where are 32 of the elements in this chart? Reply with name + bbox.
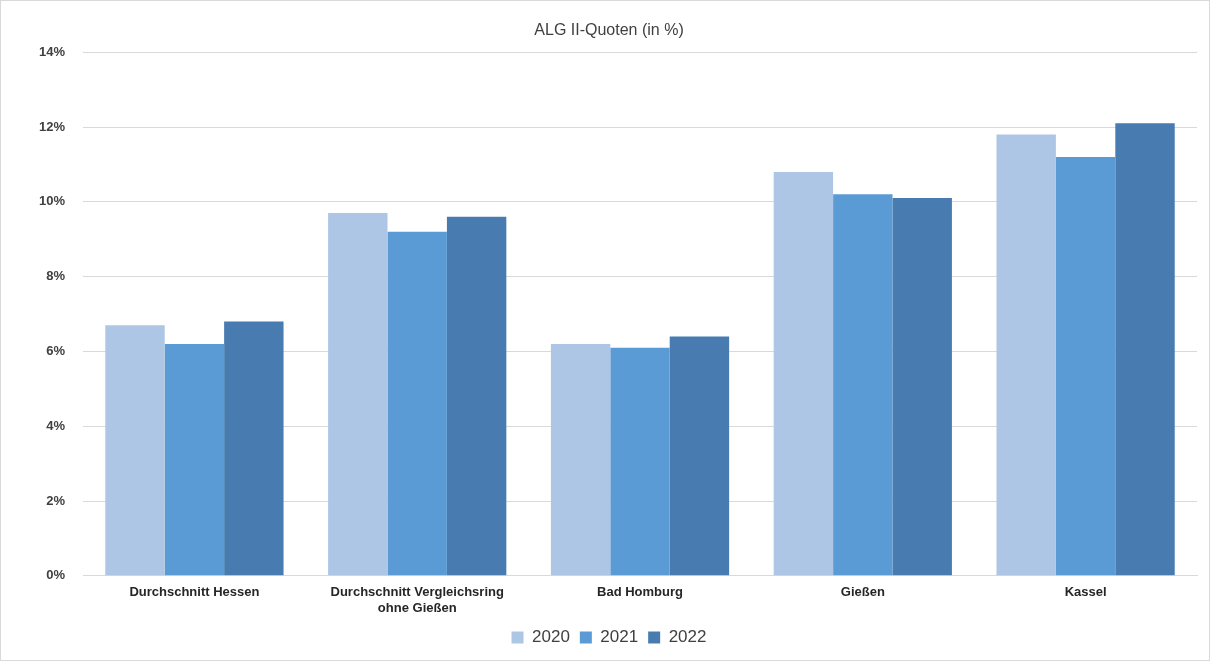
bar [1115, 123, 1175, 576]
bar [328, 213, 388, 576]
legend-label: 2021 [600, 627, 639, 647]
bar [387, 231, 447, 576]
bar [446, 216, 507, 576]
bar [164, 343, 225, 576]
bar [550, 343, 611, 576]
x-tick-label: Durchschnitt Vergleichsring ohne Gießen [330, 584, 504, 615]
y-tick-label: 0% [46, 567, 66, 583]
y-tick-label: 6% [46, 342, 66, 358]
bar [610, 347, 670, 576]
chart-title: ALG II-Quoten (in %) [534, 21, 684, 39]
bar [773, 171, 834, 576]
bar [669, 336, 730, 576]
y-tick-label: 10% [38, 193, 66, 209]
x-tick-label: Gießen [840, 584, 885, 600]
bar [1055, 156, 1116, 576]
bar [833, 194, 893, 576]
y-tick-label: 14% [38, 43, 66, 59]
x-tick-label: Kassel [1064, 584, 1107, 600]
bar [996, 134, 1056, 576]
y-tick-label: 2% [46, 492, 66, 508]
legend-label: 2020 [532, 627, 570, 647]
x-tick-label: Bad Homburg [597, 584, 684, 600]
y-tick-label: 4% [46, 417, 66, 433]
y-tick-label: 8% [46, 268, 66, 284]
bar [224, 321, 284, 576]
bar [892, 198, 952, 576]
bar [105, 325, 165, 576]
y-tick-label: 12% [38, 118, 66, 134]
x-tick-label: Durchschnitt Hessen [129, 584, 260, 600]
legend-label: 2022 [668, 627, 707, 647]
